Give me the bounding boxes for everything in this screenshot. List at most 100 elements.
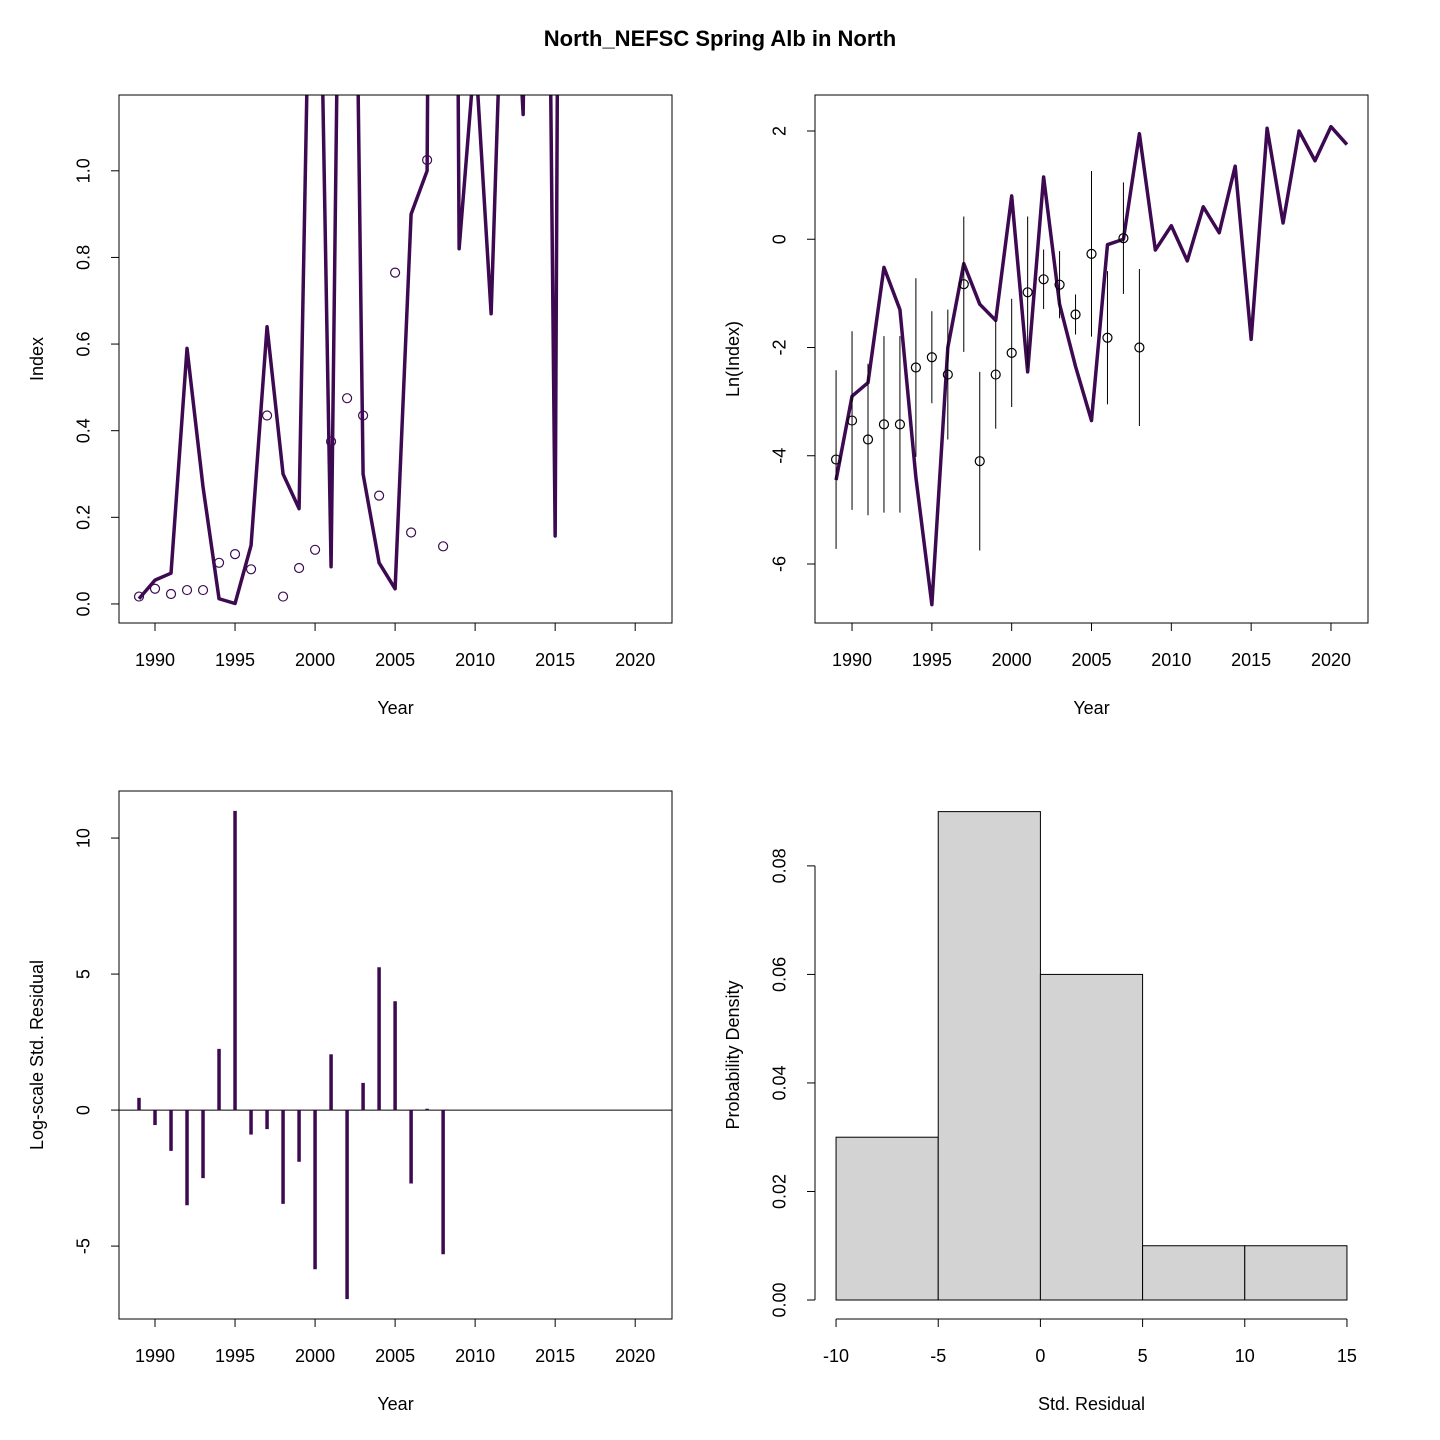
observed-point: [293, 562, 305, 574]
x-tick-label: 2010: [455, 650, 495, 670]
observed-point: [245, 564, 257, 575]
observed-point: [165, 588, 177, 600]
y-tick-label: -4: [770, 448, 790, 464]
observed-point: [1006, 347, 1017, 359]
x-tick-label: 2020: [1311, 650, 1351, 670]
histogram-bar: [835, 1136, 939, 1301]
x-tick-label: -10: [823, 1346, 849, 1366]
y-tick-label: 0.6: [74, 332, 94, 357]
observed-point: [261, 410, 273, 421]
observed-point: [1118, 233, 1129, 244]
x-tick-label: 1995: [215, 650, 255, 670]
observed-point: [341, 393, 353, 404]
x-tick-label: 2005: [375, 1346, 415, 1366]
x-tick-label: 0: [1035, 1346, 1045, 1366]
x-tick-label: 2005: [1071, 650, 1111, 670]
observed-point: [438, 541, 449, 552]
observed-point: [878, 419, 890, 430]
observed-point: [133, 591, 145, 602]
x-tick-label: 2005: [375, 650, 415, 670]
observed-point: [213, 557, 225, 568]
x-tick-label: -5: [930, 1346, 946, 1366]
x-axis-title: Year: [377, 698, 413, 718]
y-tick-label: 5: [74, 969, 94, 979]
observed-point: [846, 415, 858, 426]
observed-point: [197, 584, 209, 596]
x-tick-label: 2000: [992, 650, 1032, 670]
panel: 1990 1995 2000 2005 2010 2015 2020 0.0 0.2 0.4 0.6…: [27, 94, 673, 718]
x-tick-label: 1995: [912, 650, 952, 670]
y-tick-label: -6: [770, 556, 790, 572]
observed-point: [406, 527, 417, 538]
observed-point: [373, 490, 385, 501]
observed-point: [942, 369, 953, 380]
y-tick-label: 0.08: [770, 848, 790, 883]
x-tick-label: 15: [1337, 1346, 1357, 1366]
y-tick-label: 0: [770, 234, 790, 244]
observed-point: [149, 583, 161, 594]
observed-point: [1054, 279, 1065, 290]
x-axis-title: Std. Residual: [1038, 1394, 1145, 1414]
x-tick-label: 2015: [1231, 650, 1271, 670]
x-tick-label: 2015: [535, 1346, 575, 1366]
observed-point: [1102, 332, 1113, 343]
y-tick-label: 0: [74, 1105, 94, 1115]
y-axis-title: Log-scale Std. Residual: [27, 960, 47, 1150]
y-tick-label: 0.2: [74, 505, 94, 530]
y-tick-label: 2: [770, 126, 790, 136]
y-tick-label: 10: [74, 828, 94, 848]
observed-point: [229, 549, 241, 560]
y-axis-title: Index: [27, 337, 47, 381]
histogram-bar: [1142, 1245, 1246, 1301]
observed-point: [1070, 309, 1081, 320]
x-tick-label: 1990: [135, 650, 175, 670]
x-tick-label: 2010: [455, 1346, 495, 1366]
y-tick-label: 0.0: [74, 591, 94, 616]
y-tick-label: 1.0: [74, 158, 94, 183]
observed-point: [830, 454, 842, 465]
y-tick-label: 0.04: [770, 1065, 790, 1100]
observed-point: [325, 436, 337, 447]
observed-point: [910, 362, 921, 373]
observed-point: [974, 456, 985, 467]
panel: -10 -5 0 5 10 15 0.00 0.02 0.04 0.06 0.08 Std. Resi…: [723, 811, 1357, 1414]
figure-title: North_NEFSC Spring Alb in North: [544, 26, 896, 51]
x-tick-label: 2000: [295, 650, 335, 670]
y-tick-label: -5: [74, 1238, 94, 1254]
y-tick-label: 0.4: [74, 418, 94, 443]
histogram-bar: [1039, 973, 1144, 1301]
x-tick-label: 5: [1138, 1346, 1148, 1366]
x-tick-label: 2015: [535, 650, 575, 670]
observed-point: [422, 154, 433, 166]
x-tick-label: 2020: [615, 1346, 655, 1366]
plot-area: [830, 124, 1349, 607]
plot-area: [133, 95, 560, 606]
y-tick-label: 0.8: [74, 245, 94, 270]
observed-point: [926, 352, 937, 363]
plot-area: [119, 810, 672, 1300]
observed-point: [990, 369, 1001, 380]
y-tick-label: -2: [770, 339, 790, 355]
observed-point: [894, 419, 906, 430]
observed-point: [862, 434, 874, 445]
x-tick-label: 10: [1235, 1346, 1255, 1366]
y-axis-title: Probability Density: [723, 980, 743, 1129]
x-tick-label: 2020: [615, 650, 655, 670]
x-tick-label: 1995: [215, 1346, 255, 1366]
x-tick-label: 2000: [295, 1346, 335, 1366]
y-axis-title: Ln(Index): [723, 321, 743, 397]
observed-point: [181, 584, 193, 596]
x-tick-label: 1990: [135, 1346, 175, 1366]
observed-point: [357, 410, 369, 421]
panel: 1990 1995 2000 2005 2010 2015 2020 -5 0 5 10 Year Lo…: [27, 790, 673, 1414]
x-axis-title: Year: [1073, 698, 1109, 718]
index-line: [137, 95, 560, 606]
observed-point: [1134, 342, 1145, 353]
x-tick-label: 2010: [1151, 650, 1191, 670]
x-tick-label: 1990: [832, 650, 872, 670]
histogram-bar: [1244, 1245, 1348, 1301]
observed-point: [389, 267, 401, 278]
observed-point: [277, 591, 289, 602]
